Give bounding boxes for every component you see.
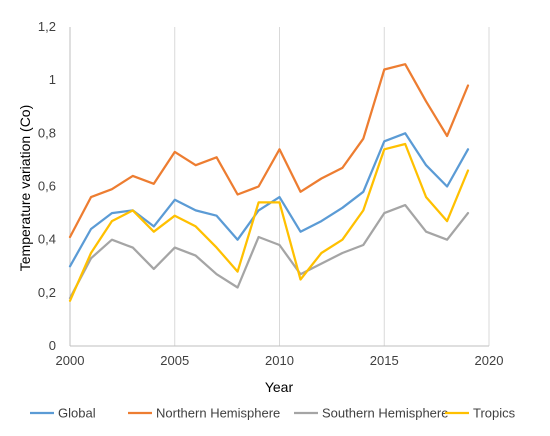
x-tick-label: 2015 <box>370 353 399 368</box>
legend-label: Northern Hemisphere <box>156 406 280 421</box>
legend-label: Tropics <box>473 406 516 421</box>
y-tick-label: 0,6 <box>38 179 56 194</box>
series-line-northern-hemisphere <box>68 63 470 239</box>
y-tick-label: 1,2 <box>38 19 56 34</box>
y-axis-title: Temperature variation (Co) <box>17 105 33 272</box>
legend: Global Northern Hemisphere Southern Hemisp… <box>30 406 516 421</box>
tick-labels: 2000 2005 2010 2015 2020 0 0,2 0,4 0,6 0,8 1 1,2 <box>38 19 504 368</box>
y-tick-label: 1 <box>49 72 56 87</box>
y-tick-label: 0,8 <box>38 125 56 140</box>
x-axis-title: Year <box>265 379 294 395</box>
legend-item-global: Global <box>30 406 96 421</box>
legend-item-northern-hemisphere: Northern Hemisphere <box>128 406 280 421</box>
legend-item-southern-hemisphere: Southern Hemisphere <box>294 406 448 421</box>
grid <box>174 27 490 346</box>
y-tick-label: 0,2 <box>38 285 56 300</box>
legend-label: Global <box>58 406 96 421</box>
axes <box>69 27 489 347</box>
legend-item-tropics: Tropics <box>445 406 516 421</box>
x-tick-label: 2020 <box>475 353 504 368</box>
legend-label: Southern Hemisphere <box>322 406 448 421</box>
y-tick-label: 0,4 <box>38 232 56 247</box>
x-tick-label: 2010 <box>265 353 294 368</box>
series-line-tropics <box>68 142 470 302</box>
x-tick-label: 2005 <box>160 353 189 368</box>
series-lines <box>68 63 470 302</box>
series-line-southern-hemisphere <box>68 203 470 300</box>
y-tick-label: 0 <box>49 338 56 353</box>
x-tick-label: 2000 <box>56 353 85 368</box>
